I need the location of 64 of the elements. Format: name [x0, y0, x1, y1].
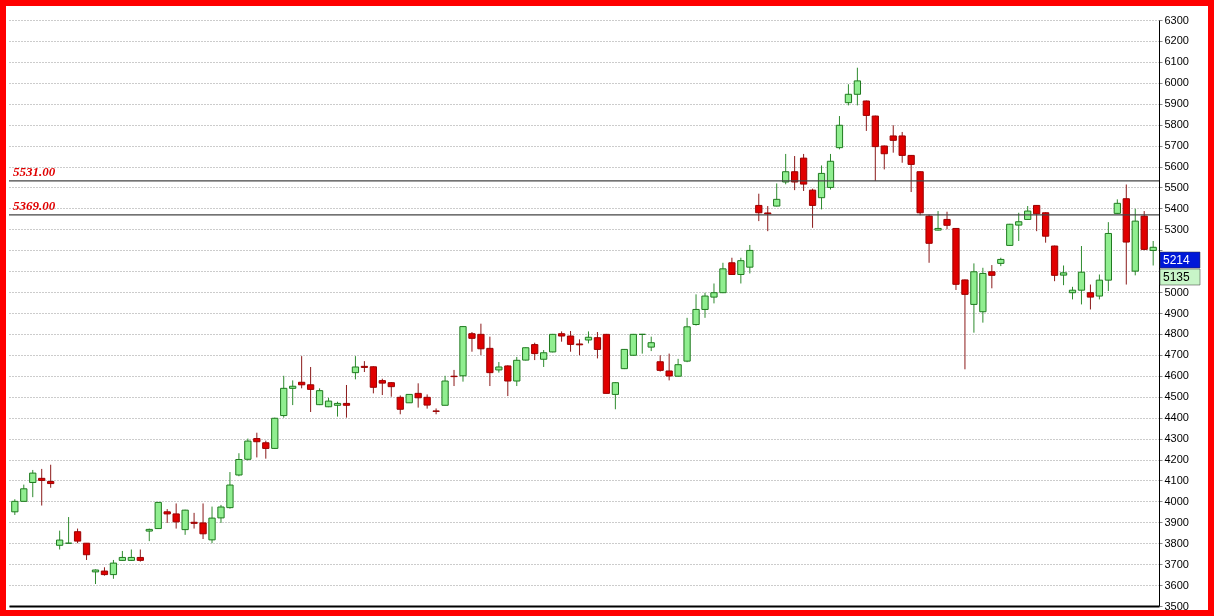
candlestick	[611, 381, 620, 410]
y-tick-label: 5500	[1164, 180, 1189, 193]
candlestick	[351, 355, 360, 380]
y-tick-label: 3600	[1164, 578, 1189, 591]
y-tick-label: 5000	[1164, 285, 1189, 298]
y-tick-label: 6000	[1164, 76, 1189, 89]
candlestick	[504, 364, 512, 397]
y-tick-label: 4400	[1164, 411, 1189, 424]
candlestick	[38, 468, 46, 507]
candlestick	[1059, 264, 1068, 286]
y-tick-label: 4000	[1164, 494, 1189, 507]
candlestick	[396, 394, 404, 415]
y-tick-label: 4900	[1164, 306, 1189, 319]
y-tick-label: 4700	[1164, 348, 1189, 361]
candlestick	[943, 211, 951, 230]
candlestick	[853, 67, 862, 106]
candlestick	[181, 509, 189, 536]
y-tick-label: 4300	[1164, 432, 1189, 445]
candlestick	[988, 264, 996, 289]
candlestick	[934, 210, 942, 232]
y-tick-label: 4600	[1164, 369, 1189, 382]
y-tick-label: 5600	[1164, 160, 1189, 172]
ref-line-label: 5369.00	[13, 197, 56, 213]
y-tick-label: 6300	[1164, 13, 1189, 26]
y-tick-label: 4500	[1164, 390, 1189, 403]
y-tick-label: 4800	[1164, 327, 1189, 340]
y-tick-label: 5900	[1164, 97, 1189, 110]
candlestick	[29, 469, 37, 498]
y-tick-label: 5300	[1164, 222, 1189, 235]
y-tick-label: 3800	[1164, 536, 1189, 549]
y-tick-label: 5700	[1164, 139, 1189, 152]
y-tick-label: 5400	[1164, 201, 1189, 214]
y-tick-label: 5800	[1164, 118, 1189, 131]
candlestick	[808, 188, 817, 229]
y-tick-label: 4200	[1164, 453, 1189, 465]
text: 5135	[1163, 270, 1191, 284]
candlestick	[835, 115, 844, 150]
y-tick-label: 6100	[1164, 55, 1189, 68]
candlestick	[862, 100, 870, 132]
candlestick	[432, 407, 440, 415]
candlestick	[593, 331, 602, 359]
text: 5214	[1163, 253, 1191, 267]
y-tick-label: 3700	[1164, 557, 1189, 570]
candlestick	[306, 366, 315, 413]
candlestick	[1086, 284, 1095, 310]
candlestick	[56, 530, 64, 550]
y-tick-label: 4100	[1164, 473, 1189, 486]
ref-line-label: 5531.00	[13, 163, 56, 179]
candlestick	[1041, 211, 1050, 244]
candlestick	[566, 330, 575, 353]
candlestick	[1033, 204, 1041, 232]
candlestick	[1077, 245, 1086, 305]
candlestick	[1095, 273, 1104, 300]
candlestick	[773, 182, 781, 207]
candlestick	[844, 83, 853, 106]
candlestick	[369, 365, 377, 394]
candlestick	[253, 432, 261, 458]
y-tick-label: 6200	[1164, 34, 1189, 47]
candlestick	[342, 384, 351, 419]
candlestick	[1149, 240, 1157, 266]
y-tick-label: 3500	[1164, 599, 1189, 612]
y-tick-label: 3900	[1164, 515, 1189, 528]
candlestick	[47, 464, 55, 489]
candlestick	[109, 559, 118, 580]
